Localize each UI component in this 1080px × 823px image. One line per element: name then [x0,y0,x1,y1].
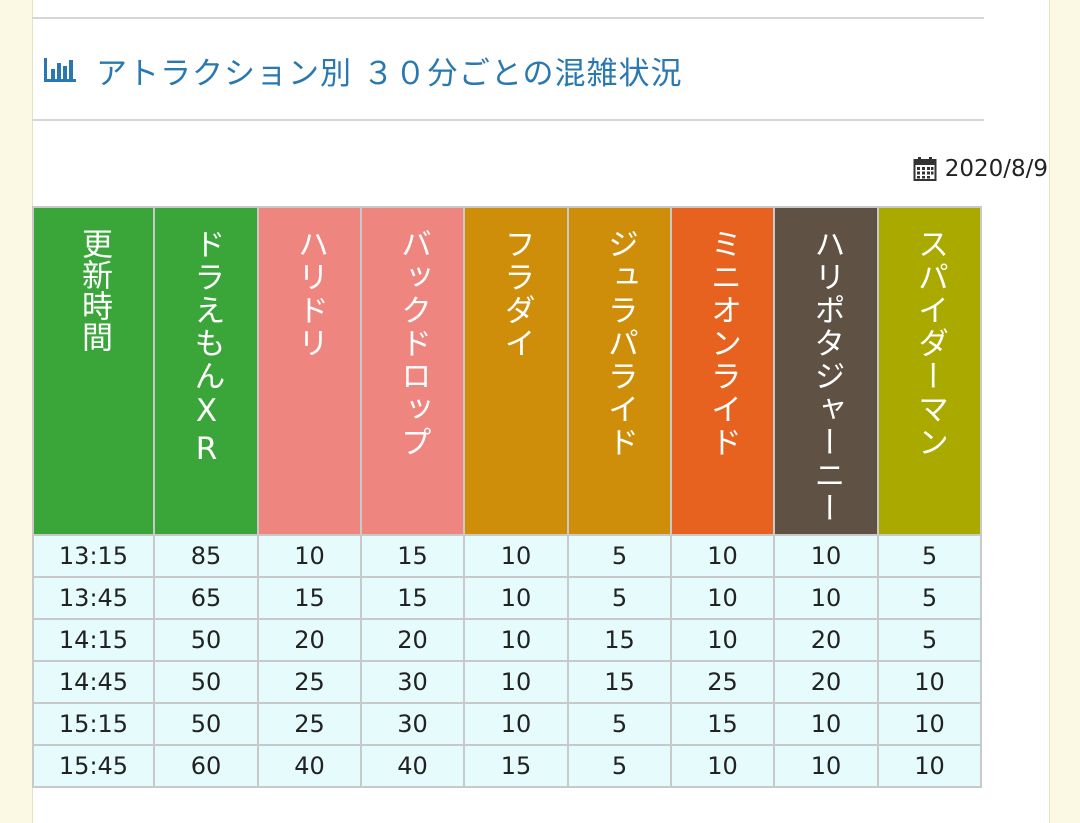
table-cell: 50 [153,660,259,704]
table-row: 14:45 50 25 30 10 15 25 20 10 [32,660,982,704]
header-minion-ride: ミニオンライド [670,206,775,536]
table-cell: 10 [670,576,775,620]
table-cell: 10 [463,534,569,578]
table-cell: 5 [567,744,672,788]
table-cell: 20 [773,618,879,662]
table-cell: 15 [360,534,465,578]
table-cell: 15 [567,660,672,704]
table-cell: 10 [773,576,879,620]
table-cell: 10 [670,744,775,788]
table-cell: 60 [153,744,259,788]
table-row: 15:45 60 40 40 15 5 10 10 10 [32,744,982,788]
table-cell: 85 [153,534,259,578]
table-cell: 5 [567,702,672,746]
page-title: アトラクション別 ３０分ごとの混雑状況 [96,55,683,92]
table-row: 13:45 65 15 15 10 5 10 10 5 [32,576,982,620]
table-cell: 5 [567,576,672,620]
date-text: 2020/8/9 [944,156,1048,182]
time-cell: 15:15 [32,702,155,746]
table-cell: 10 [773,744,879,788]
table-cell: 15 [257,576,362,620]
table-cell: 10 [463,702,569,746]
header-spiderman: スパイダーマン [877,206,982,536]
table-cell: 10 [773,534,879,578]
table-cell: 15 [360,576,465,620]
header-fladai: フラダイ [463,206,569,536]
time-cell: 14:45 [32,660,155,704]
table-row: 15:15 50 25 30 10 5 15 10 10 [32,702,982,746]
calendar-icon [913,157,937,181]
congestion-table: 更新時間 ドラえもんXR ハリドリ バックドロップ フラダイ ジュラパライド ミ… [32,206,982,788]
header-update-time: 更新時間 [32,206,155,536]
table-cell: 10 [463,576,569,620]
table-cell: 65 [153,576,259,620]
table-cell: 5 [877,618,982,662]
title-divider [32,119,984,121]
table-cell: 5 [877,534,982,578]
time-cell: 13:45 [32,576,155,620]
table-cell: 40 [360,744,465,788]
table-cell: 15 [567,618,672,662]
header-jurassic: ジュラパライド [567,206,672,536]
table-cell: 20 [360,618,465,662]
header-haridori: ハリドリ [257,206,362,536]
top-divider [32,17,984,19]
table-cell: 10 [670,618,775,662]
table-cell: 5 [877,576,982,620]
section-heading: アトラクション別 ３０分ごとの混雑状況 [42,48,683,92]
table-cell: 10 [463,660,569,704]
table-cell: 10 [877,744,982,788]
table-cell: 30 [360,660,465,704]
header-doraemon-xr: ドラえもんXR [153,206,259,536]
table-cell: 10 [257,534,362,578]
header-backdrop: バックドロップ [360,206,465,536]
table-cell: 20 [257,618,362,662]
table-cell: 30 [360,702,465,746]
bar-chart-icon [44,58,76,82]
table-cell: 25 [257,702,362,746]
header-row: 更新時間 ドラえもんXR ハリドリ バックドロップ フラダイ ジュラパライド ミ… [32,206,982,536]
table-cell: 10 [877,702,982,746]
table-row: 13:15 85 10 15 10 5 10 10 5 [32,534,982,578]
table-cell: 25 [257,660,362,704]
table-cell: 10 [773,702,879,746]
date-label: 2020/8/9 [913,156,1048,182]
table-cell: 10 [670,534,775,578]
table-row: 14:15 50 20 20 10 15 10 20 5 [32,618,982,662]
table-cell: 10 [877,660,982,704]
table-cell: 10 [463,618,569,662]
table-cell: 15 [670,702,775,746]
time-cell: 14:15 [32,618,155,662]
table-cell: 50 [153,702,259,746]
table-cell: 15 [463,744,569,788]
table-cell: 25 [670,660,775,704]
table-cell: 5 [567,534,672,578]
time-cell: 13:15 [32,534,155,578]
table-cell: 40 [257,744,362,788]
time-cell: 15:45 [32,744,155,788]
table-cell: 50 [153,618,259,662]
table-cell: 20 [773,660,879,704]
header-harry-potter: ハリポタジャーニー [773,206,879,536]
